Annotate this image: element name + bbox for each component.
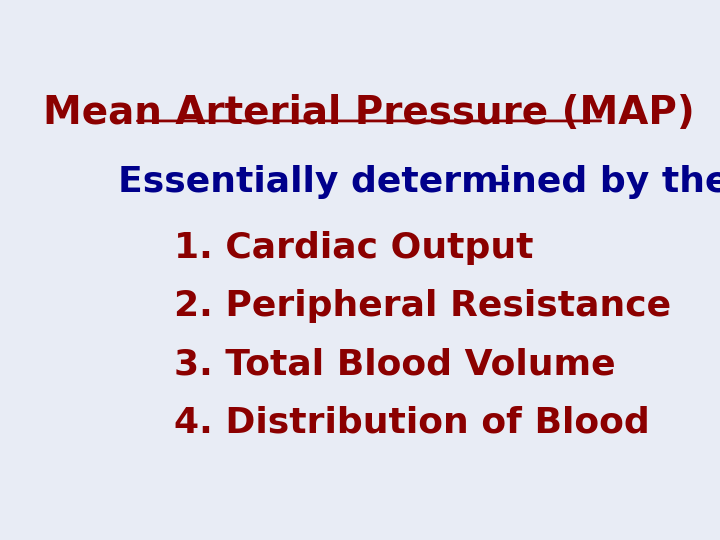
Text: Mean Arterial Pressure (MAP): Mean Arterial Pressure (MAP) — [43, 94, 695, 132]
Text: Essentially determined by these 4 Factors: Essentially determined by these 4 Factor… — [118, 165, 720, 199]
Text: 2. Peripheral Resistance: 2. Peripheral Resistance — [174, 289, 671, 323]
Text: 3. Total Blood Volume: 3. Total Blood Volume — [174, 348, 616, 382]
Text: 4. Distribution of Blood: 4. Distribution of Blood — [174, 406, 649, 440]
Text: 1. Cardiac Output: 1. Cardiac Output — [174, 231, 534, 265]
